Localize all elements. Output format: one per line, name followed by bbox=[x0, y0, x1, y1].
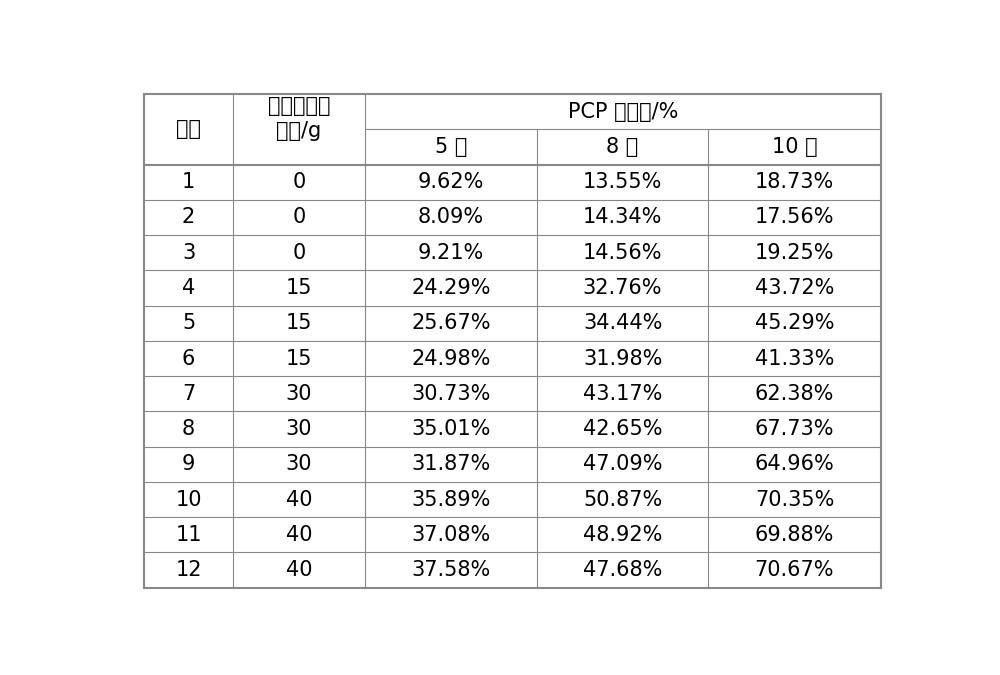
Text: 31.87%: 31.87% bbox=[411, 454, 491, 475]
Text: 14.56%: 14.56% bbox=[583, 243, 662, 263]
Text: 7: 7 bbox=[182, 384, 195, 404]
Text: 64.96%: 64.96% bbox=[755, 454, 834, 475]
Text: 47.68%: 47.68% bbox=[583, 560, 662, 580]
Text: 40: 40 bbox=[286, 560, 312, 580]
Text: 9.62%: 9.62% bbox=[418, 172, 484, 192]
Text: 1: 1 bbox=[182, 172, 195, 192]
Text: 70.67%: 70.67% bbox=[755, 560, 834, 580]
Text: 10 天: 10 天 bbox=[772, 137, 817, 157]
Text: 柠檬酸钗施: 柠檬酸钗施 bbox=[268, 97, 330, 116]
Text: 24.98%: 24.98% bbox=[411, 348, 491, 369]
Text: 37.08%: 37.08% bbox=[411, 525, 491, 545]
Text: 35.89%: 35.89% bbox=[411, 489, 491, 510]
Text: 序号: 序号 bbox=[176, 119, 201, 139]
Text: 40: 40 bbox=[286, 525, 312, 545]
Text: 62.38%: 62.38% bbox=[755, 384, 834, 404]
Text: 48.92%: 48.92% bbox=[583, 525, 662, 545]
Text: 67.73%: 67.73% bbox=[755, 419, 834, 439]
Text: 17.56%: 17.56% bbox=[755, 207, 834, 227]
Text: 30: 30 bbox=[286, 384, 312, 404]
Text: 69.88%: 69.88% bbox=[755, 525, 834, 545]
Text: 35.01%: 35.01% bbox=[411, 419, 491, 439]
Text: 50.87%: 50.87% bbox=[583, 489, 662, 510]
Text: 47.09%: 47.09% bbox=[583, 454, 662, 475]
Text: 43.72%: 43.72% bbox=[755, 278, 834, 298]
Text: 15: 15 bbox=[286, 348, 312, 369]
Text: 30.73%: 30.73% bbox=[411, 384, 491, 404]
Text: 加量/g: 加量/g bbox=[276, 121, 322, 141]
Text: 0: 0 bbox=[292, 207, 306, 227]
Text: 31.98%: 31.98% bbox=[583, 348, 662, 369]
Text: 9.21%: 9.21% bbox=[418, 243, 484, 263]
Text: 25.67%: 25.67% bbox=[411, 313, 491, 333]
Text: 4: 4 bbox=[182, 278, 195, 298]
Text: 14.34%: 14.34% bbox=[583, 207, 662, 227]
Text: 5 天: 5 天 bbox=[435, 137, 467, 157]
Text: 13.55%: 13.55% bbox=[583, 172, 662, 192]
Text: 45.29%: 45.29% bbox=[755, 313, 834, 333]
Text: PCP 降解率/%: PCP 降解率/% bbox=[568, 102, 678, 122]
Text: 9: 9 bbox=[182, 454, 195, 475]
Text: 11: 11 bbox=[175, 525, 202, 545]
Text: 8 天: 8 天 bbox=[606, 137, 639, 157]
Text: 19.25%: 19.25% bbox=[755, 243, 834, 263]
Text: 2: 2 bbox=[182, 207, 195, 227]
Text: 70.35%: 70.35% bbox=[755, 489, 834, 510]
Text: 42.65%: 42.65% bbox=[583, 419, 662, 439]
Text: 8: 8 bbox=[182, 419, 195, 439]
Text: 10: 10 bbox=[175, 489, 202, 510]
Text: 6: 6 bbox=[182, 348, 195, 369]
Text: 30: 30 bbox=[286, 454, 312, 475]
Text: 18.73%: 18.73% bbox=[755, 172, 834, 192]
Text: 41.33%: 41.33% bbox=[755, 348, 834, 369]
Text: 12: 12 bbox=[175, 560, 202, 580]
Text: 43.17%: 43.17% bbox=[583, 384, 662, 404]
Text: 30: 30 bbox=[286, 419, 312, 439]
Text: 0: 0 bbox=[292, 172, 306, 192]
Text: 15: 15 bbox=[286, 313, 312, 333]
Text: 40: 40 bbox=[286, 489, 312, 510]
Text: 3: 3 bbox=[182, 243, 195, 263]
Text: 24.29%: 24.29% bbox=[411, 278, 491, 298]
Text: 15: 15 bbox=[286, 278, 312, 298]
Text: 5: 5 bbox=[182, 313, 195, 333]
Text: 37.58%: 37.58% bbox=[411, 560, 491, 580]
Text: 0: 0 bbox=[292, 243, 306, 263]
Text: 32.76%: 32.76% bbox=[583, 278, 662, 298]
Text: 34.44%: 34.44% bbox=[583, 313, 662, 333]
Text: 8.09%: 8.09% bbox=[418, 207, 484, 227]
